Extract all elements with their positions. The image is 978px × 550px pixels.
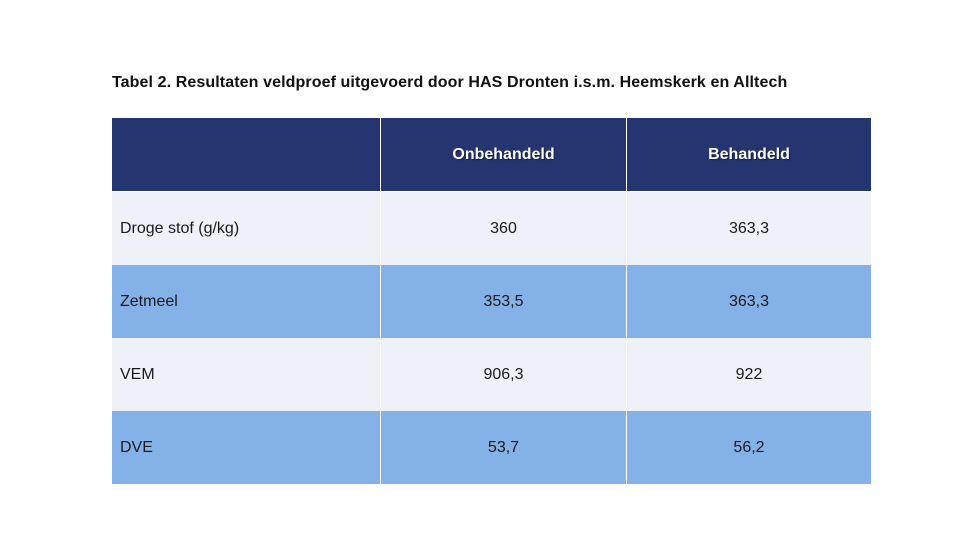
cell-behandeld: 922 <box>626 338 872 411</box>
row-label: VEM <box>111 338 381 411</box>
header-onbehandeld: Onbehandeld <box>380 117 627 192</box>
cell-onbehandeld: 53,7 <box>380 411 627 484</box>
cell-behandeld: 56,2 <box>626 411 872 484</box>
table-row: DVE 53,7 56,2 <box>111 411 872 484</box>
table-title: Tabel 2. Resultaten veldproef uitgevoerd… <box>112 74 788 91</box>
cell-onbehandeld: 360 <box>380 191 627 265</box>
row-label: Zetmeel <box>111 265 381 338</box>
cell-behandeld: 363,3 <box>626 265 872 338</box>
table-row: VEM 906,3 922 <box>111 338 872 411</box>
row-label: Droge stof (g/kg) <box>111 191 381 265</box>
header-behandeld: Behandeld <box>626 117 872 192</box>
table-row: Zetmeel 353,5 363,3 <box>111 265 872 338</box>
header-empty-cell <box>111 117 381 192</box>
cell-onbehandeld: 353,5 <box>380 265 627 338</box>
cell-behandeld: 363,3 <box>626 191 872 265</box>
row-label: DVE <box>111 411 381 484</box>
cell-onbehandeld: 906,3 <box>380 338 627 411</box>
results-table: Onbehandeld Behandeld Droge stof (g/kg) … <box>111 117 872 484</box>
header-row: Onbehandeld Behandeld <box>111 117 872 192</box>
table-row: Droge stof (g/kg) 360 363,3 <box>111 191 872 265</box>
